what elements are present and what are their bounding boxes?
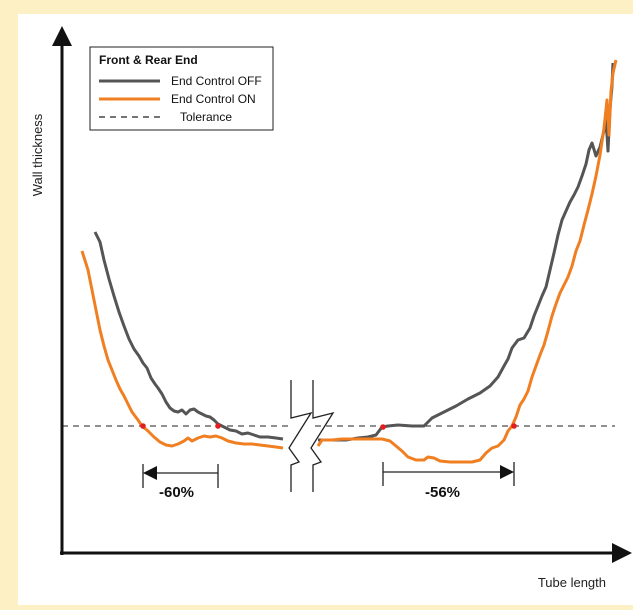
legend-title: Front & Rear End (99, 53, 198, 67)
x-axis-arrow (612, 543, 632, 563)
span-annotation-rear: -56% (382, 462, 515, 501)
crossing-marker-on-rear (511, 423, 517, 429)
legend-entry-tolerance: Tolerance (180, 110, 232, 124)
annotation-rear: -56% (425, 484, 460, 501)
y-axis-label: Wall thickness (30, 113, 45, 196)
crossing-marker-off-front (215, 423, 221, 429)
legend-entry-off: End Control OFF (171, 74, 262, 88)
crossing-marker-off-rear (380, 424, 386, 430)
x-axis-label: Tube length (538, 575, 606, 590)
legend-entry-on: End Control ON (171, 92, 256, 106)
axes (52, 26, 632, 563)
series-end-control-off-rear (318, 62, 615, 442)
series-end-control-on-front (80, 250, 284, 450)
axis-break-symbol (288, 380, 335, 492)
span-annotation-front: -60% (142, 464, 219, 501)
legend: Front & Rear End End Control OFF End Con… (89, 46, 274, 131)
crossing-marker-on-front (140, 423, 146, 429)
annotation-front: -60% (159, 484, 194, 501)
y-axis-arrow (52, 26, 72, 46)
series-end-control-on-rear (316, 59, 618, 464)
series-end-control-off-front (93, 231, 284, 441)
legend-box (89, 46, 274, 131)
